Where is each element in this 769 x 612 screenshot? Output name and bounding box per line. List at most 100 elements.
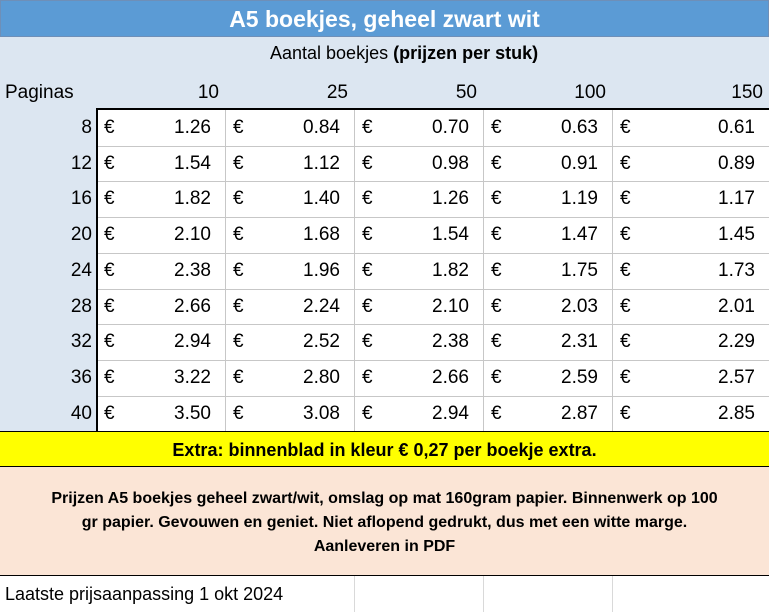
price-cell: 2.87 — [561, 402, 598, 424]
row-label-area — [0, 110, 96, 432]
price-cell: 3.08 — [303, 402, 340, 424]
price-cell: 2.66 — [174, 295, 211, 317]
currency-symbol: € — [620, 366, 631, 388]
currency-symbol: € — [491, 331, 502, 353]
description-line-1: Prijzen A5 boekjes geheel zwart/wit, oms… — [51, 490, 718, 507]
page-count-label: 40 — [70, 402, 92, 424]
currency-symbol: € — [233, 331, 244, 353]
page-count-label: 32 — [70, 331, 92, 353]
last-price-update: Laatste prijsaanpassing 1 okt 2024 — [5, 584, 284, 604]
grid-row-line — [98, 359, 769, 361]
subtitle-normal: Aantal boekjes — [270, 43, 394, 63]
currency-symbol: € — [233, 152, 244, 174]
currency-symbol: € — [362, 188, 373, 210]
footer-separator — [354, 576, 355, 612]
quantity-header: 50 — [455, 82, 477, 103]
price-cell: 2.85 — [718, 402, 755, 424]
currency-symbol: € — [620, 224, 631, 246]
subtitle: Aantal boekjes (prijzen per stuk) — [270, 40, 538, 66]
grid-row-line — [98, 181, 769, 183]
price-cell: 0.70 — [432, 117, 469, 138]
price-cell: 3.22 — [174, 366, 211, 388]
price-cell: 1.82 — [432, 259, 469, 281]
page-title: A5 boekjes, geheel zwart wit — [0, 0, 769, 37]
currency-symbol: € — [620, 331, 631, 353]
footer-separator — [612, 576, 613, 612]
price-cell: 2.94 — [432, 402, 469, 424]
price-cell: 2.66 — [432, 366, 469, 388]
price-cell: 0.61 — [718, 117, 755, 138]
currency-symbol: € — [362, 402, 373, 424]
currency-symbol: € — [104, 259, 115, 281]
currency-symbol: € — [491, 117, 502, 138]
grid-row-line — [98, 324, 769, 326]
price-cell: 2.01 — [718, 295, 755, 317]
page-count-label: 16 — [70, 188, 92, 210]
price-cell: 2.29 — [718, 331, 755, 353]
currency-symbol: € — [233, 224, 244, 246]
price-cell: 1.12 — [303, 152, 340, 174]
currency-symbol: € — [620, 259, 631, 281]
price-cell: 1.54 — [174, 152, 211, 174]
page-count-label: 12 — [70, 152, 92, 174]
currency-symbol: € — [233, 259, 244, 281]
price-cell: 1.19 — [561, 188, 598, 210]
currency-symbol: € — [104, 117, 115, 138]
price-cell: 0.63 — [561, 117, 598, 138]
currency-symbol: € — [491, 366, 502, 388]
price-cell: 1.26 — [432, 188, 469, 210]
currency-symbol: € — [491, 188, 502, 210]
currency-symbol: € — [233, 188, 244, 210]
currency-symbol: € — [362, 224, 373, 246]
price-cell: 1.73 — [718, 259, 755, 281]
price-cell: 2.03 — [561, 295, 598, 317]
price-cell: 2.10 — [432, 295, 469, 317]
price-cell: 0.89 — [718, 152, 755, 174]
currency-symbol: € — [104, 295, 115, 317]
currency-symbol: € — [104, 188, 115, 210]
currency-symbol: € — [104, 224, 115, 246]
currency-symbol: € — [362, 152, 373, 174]
price-cell: 1.54 — [432, 224, 469, 246]
price-cell: 2.52 — [303, 331, 340, 353]
currency-symbol: € — [491, 152, 502, 174]
price-grid — [96, 108, 769, 431]
currency-symbol: € — [491, 295, 502, 317]
price-cell: 1.45 — [718, 224, 755, 246]
currency-symbol: € — [491, 402, 502, 424]
price-cell: 2.38 — [432, 331, 469, 353]
price-cell: 0.84 — [303, 117, 340, 138]
quantity-header: 10 — [197, 82, 219, 103]
grid-row-line — [98, 252, 769, 254]
grid-column-line — [354, 110, 355, 431]
price-cell: 2.10 — [174, 224, 211, 246]
grid-row-line — [98, 288, 769, 290]
currency-symbol: € — [104, 152, 115, 174]
price-cell: 2.31 — [561, 331, 598, 353]
description-line-2: gr papier. Gevouwen en geniet. Niet aflo… — [81, 514, 688, 531]
header-area — [0, 37, 769, 110]
price-cell: 1.26 — [174, 117, 211, 138]
quantity-header: 150 — [731, 82, 763, 103]
footer: Laatste prijsaanpassing 1 okt 2024 — [0, 575, 769, 612]
currency-symbol: € — [362, 295, 373, 317]
grid-column-line — [225, 110, 226, 431]
price-cell: 1.68 — [303, 224, 340, 246]
currency-symbol: € — [233, 366, 244, 388]
currency-symbol: € — [104, 366, 115, 388]
price-cell: 3.50 — [174, 402, 211, 424]
extra-color-notice: Extra: binnenblad in kleur € 0,27 per bo… — [0, 431, 769, 467]
product-description: Prijzen A5 boekjes geheel zwart/wit, oms… — [0, 467, 769, 575]
currency-symbol: € — [362, 259, 373, 281]
currency-symbol: € — [620, 117, 631, 138]
row-header-label: Paginas — [5, 82, 74, 103]
grid-row-line — [98, 217, 769, 219]
price-cell: 2.80 — [303, 366, 340, 388]
currency-symbol: € — [620, 188, 631, 210]
subtitle-bold: (prijzen per stuk) — [393, 43, 539, 63]
currency-symbol: € — [620, 295, 631, 317]
quantity-header: 100 — [574, 82, 606, 103]
price-cell: 0.91 — [561, 152, 598, 174]
price-cell: 1.96 — [303, 259, 340, 281]
